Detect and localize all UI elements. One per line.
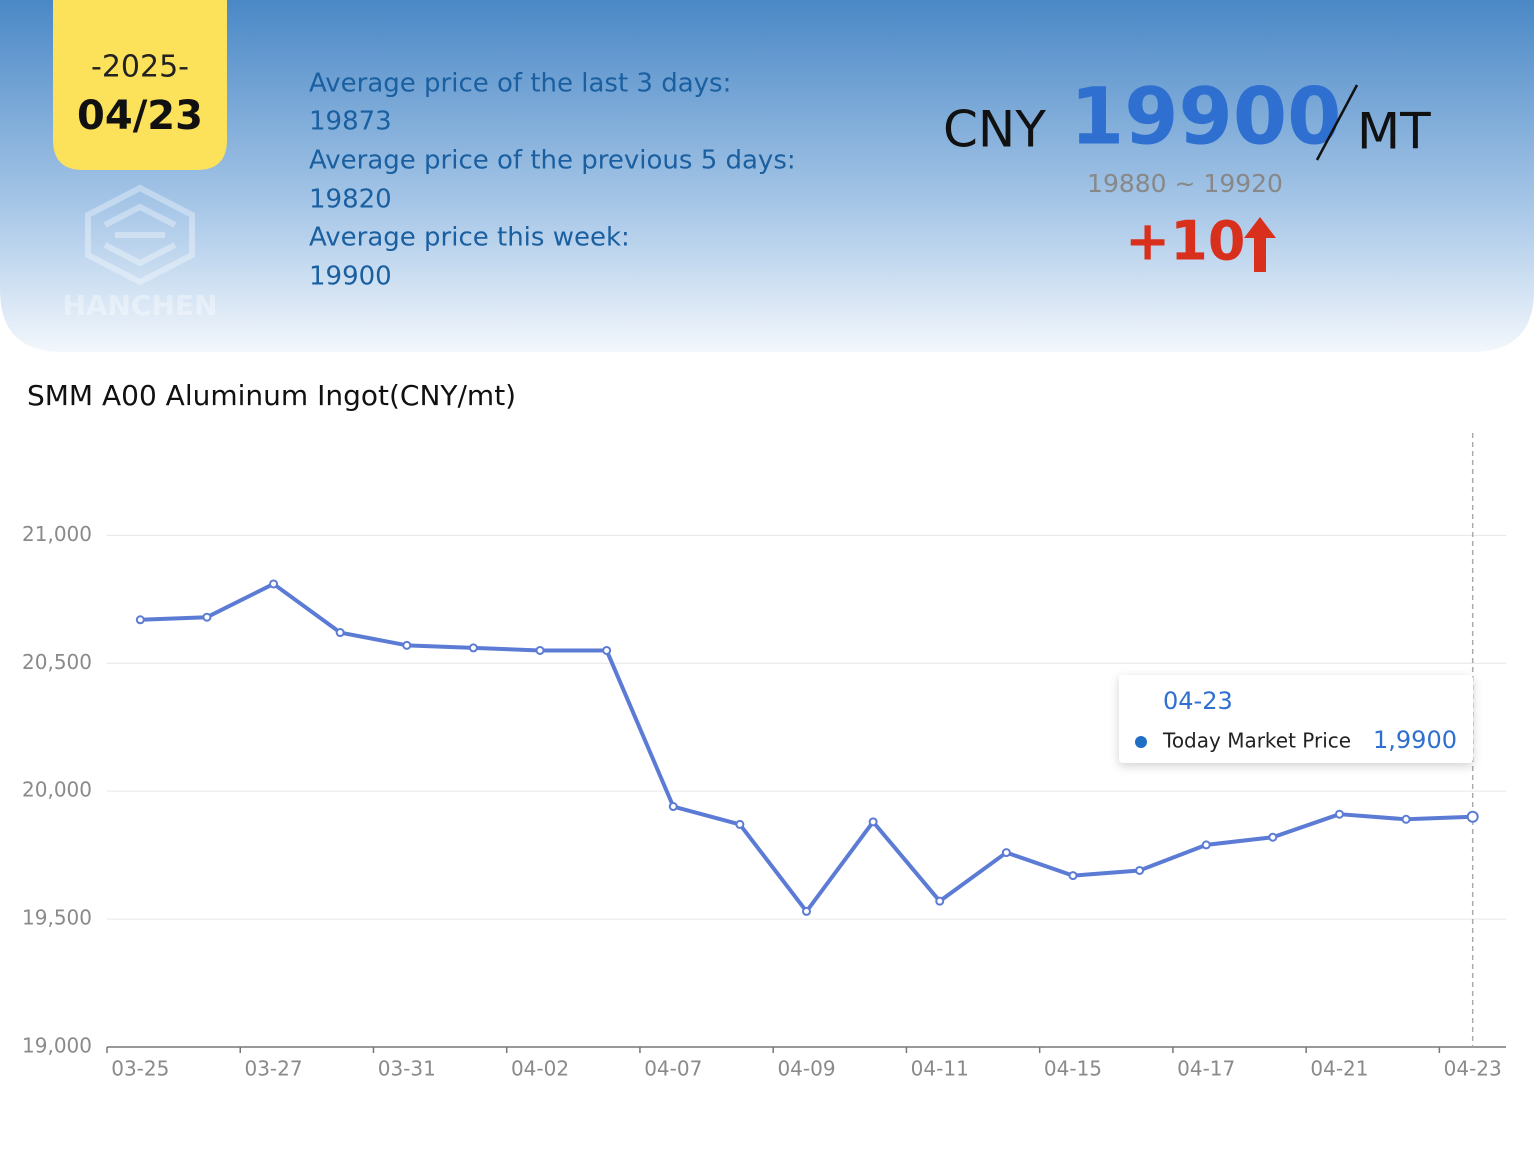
data-point bbox=[1001, 848, 1011, 858]
y-tick-label: 20,500 bbox=[22, 650, 92, 674]
stat-value: 19900 bbox=[309, 262, 392, 292]
data-point bbox=[602, 645, 612, 655]
x-tick-label: 04-07 bbox=[644, 1057, 702, 1081]
data-point bbox=[1201, 840, 1211, 850]
stats: Average price of the last 3 days: 19873 … bbox=[309, 69, 796, 292]
x-tick-label: 03-27 bbox=[244, 1057, 302, 1081]
data-point bbox=[269, 579, 279, 589]
tooltip-box bbox=[1119, 675, 1473, 763]
data-point bbox=[535, 645, 545, 655]
data-point bbox=[402, 640, 412, 650]
price: 19900 bbox=[1070, 72, 1341, 162]
logo: HANCHEN bbox=[62, 184, 218, 322]
data-point bbox=[1135, 865, 1145, 875]
date-box bbox=[53, 0, 227, 170]
data-point bbox=[802, 906, 811, 916]
data-point bbox=[935, 896, 945, 906]
x-tick-label: 03-25 bbox=[111, 1057, 169, 1081]
stat-value: 19873 bbox=[309, 107, 392, 137]
data-point bbox=[668, 802, 678, 812]
data-point bbox=[1068, 871, 1078, 881]
date: 04/23 bbox=[77, 93, 203, 139]
chart-title: SMM A00 Aluminum Ingot(CNY/mt) bbox=[27, 379, 516, 412]
up-arrow bbox=[1244, 217, 1276, 272]
x-tick-label: 04-17 bbox=[1177, 1057, 1235, 1081]
data-point bbox=[1334, 809, 1344, 819]
x-tick-label: 04-11 bbox=[911, 1057, 969, 1081]
y-tick-label: 19,500 bbox=[22, 906, 92, 930]
x-tick-label: 03-31 bbox=[378, 1057, 436, 1081]
x-tick-label: 04-23 bbox=[1444, 1057, 1502, 1081]
price-range: 19880 ~ 19920 bbox=[1087, 169, 1283, 198]
y-tick-label: 19,000 bbox=[22, 1034, 92, 1058]
data-point bbox=[335, 628, 345, 638]
unit: MT bbox=[1357, 103, 1431, 161]
y-tick-label: 20,000 bbox=[22, 778, 92, 802]
stat-label: Average price of the last 3 days: bbox=[309, 69, 731, 99]
data-point bbox=[1466, 810, 1479, 823]
data-point bbox=[1268, 832, 1278, 842]
data-point bbox=[468, 643, 478, 653]
tooltip: 04-23 Today Market Price 1,9900 bbox=[1119, 675, 1473, 763]
stat-value: 19820 bbox=[309, 185, 392, 215]
tooltip-label: Today Market Price bbox=[1162, 729, 1351, 753]
slash bbox=[1315, 84, 1359, 161]
data-point bbox=[202, 612, 212, 622]
y-tick-label: 21,000 bbox=[22, 522, 92, 546]
data-point bbox=[1401, 814, 1411, 824]
data-point bbox=[135, 615, 145, 625]
tooltip-title: 04-23 bbox=[1163, 687, 1233, 715]
tooltip-marker bbox=[1135, 736, 1147, 748]
x-tick-label: 04-02 bbox=[511, 1057, 569, 1081]
x-tick-label: 04-21 bbox=[1310, 1057, 1368, 1081]
tooltip-value: 1,9900 bbox=[1373, 726, 1457, 754]
x-tick-label: 04-09 bbox=[777, 1057, 835, 1081]
header-background bbox=[0, 0, 1534, 352]
data-point bbox=[868, 817, 878, 827]
logo-text: HANCHEN bbox=[62, 289, 217, 322]
price-change: +10 bbox=[1125, 210, 1245, 273]
stat-label: Average price of the previous 5 days: bbox=[309, 146, 796, 176]
year: -2025- bbox=[91, 50, 189, 85]
data-point bbox=[735, 819, 745, 829]
currency: CNY bbox=[943, 101, 1046, 159]
stat-label: Average price this week: bbox=[309, 223, 630, 253]
x-tick-label: 04-15 bbox=[1044, 1057, 1102, 1081]
